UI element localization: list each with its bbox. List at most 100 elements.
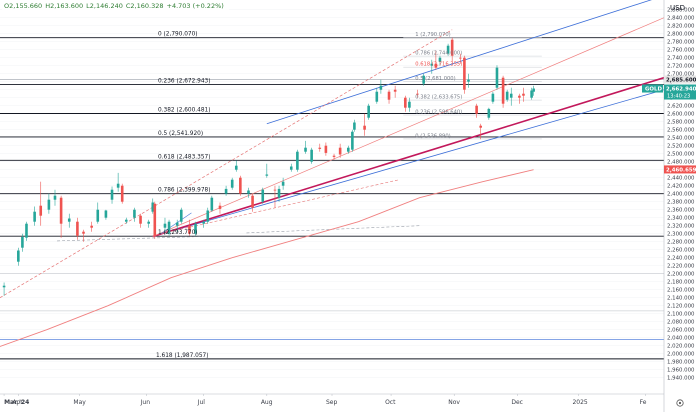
candle-body xyxy=(53,195,57,200)
y-tick-label: 2,820.000 xyxy=(667,24,695,30)
candle-body xyxy=(332,155,336,157)
candle-body xyxy=(310,149,313,162)
candle-body xyxy=(304,147,307,152)
candle-body xyxy=(501,77,505,104)
candle-body xyxy=(67,218,71,222)
candle-body xyxy=(296,151,299,170)
candle-body xyxy=(522,93,525,96)
candle-body xyxy=(505,91,509,100)
x-tick-label: May xyxy=(73,399,86,406)
candle-body xyxy=(21,236,24,248)
y-tick-label: 2,240.000 xyxy=(667,256,695,262)
fib-level-label: 0.236 (2,672.943) xyxy=(158,79,210,85)
candle-body xyxy=(167,221,171,234)
dashed-trend-line xyxy=(0,29,453,299)
candle-body xyxy=(422,75,425,84)
candle-body xyxy=(518,95,521,98)
candle-body xyxy=(379,85,383,90)
candle-body xyxy=(224,188,228,194)
candle-body xyxy=(104,210,108,218)
price-tag-text: 2,460.659 xyxy=(666,167,696,173)
candle-body xyxy=(491,93,495,102)
inner-fib-label: 0.618 (2,716.355) xyxy=(415,62,462,68)
candle-body xyxy=(133,209,136,218)
y-tick-label: 1,940.000 xyxy=(667,376,695,382)
candle-body xyxy=(346,147,350,152)
dashed-trend-line xyxy=(160,179,400,234)
settings-icon[interactable] xyxy=(676,399,684,407)
candles[interactable] xyxy=(2,37,535,296)
fib-level-label: 0.618 (2,483.357) xyxy=(158,154,210,160)
y-tick-label: 2,720.000 xyxy=(667,64,695,70)
candle-body xyxy=(463,57,466,90)
fib-level-label: 1 (2,293.770) xyxy=(158,230,198,236)
currency-label[interactable]: USD xyxy=(670,4,685,12)
inner-fib-label: 0.786 (2,744.000) xyxy=(415,51,462,57)
candle-body xyxy=(110,189,114,200)
symbol-tag-text: GOLD xyxy=(645,87,662,93)
y-tick-label: 2,540.000 xyxy=(667,136,695,142)
ohlc-low: L2,146.240 xyxy=(86,2,123,10)
candle-body xyxy=(408,101,411,108)
price-axis[interactable]: 1,940.000 1,960.000 1,980.000 2,000.000 2,02… xyxy=(667,8,695,382)
candle-body xyxy=(532,88,535,92)
candle-body xyxy=(277,188,281,198)
candle-body xyxy=(387,91,391,100)
y-tick-label: 2,200.000 xyxy=(667,272,695,278)
y-tick-label: 2,440.000 xyxy=(667,176,695,182)
candle-body xyxy=(324,145,328,153)
candle-body xyxy=(239,177,242,194)
candle-body xyxy=(234,165,238,170)
candle-body xyxy=(39,205,43,216)
candle-body xyxy=(404,97,407,108)
candle-body xyxy=(495,67,499,88)
candle-body xyxy=(459,57,462,59)
candle-body xyxy=(153,203,157,236)
candle-body xyxy=(218,205,222,209)
y-tick-label: 2,320.000 xyxy=(667,224,695,230)
x-tick-label: Dec xyxy=(511,399,523,406)
y-tick-label: 2,860.000 xyxy=(667,8,695,14)
y-tick-label: 2,140.000 xyxy=(667,296,695,302)
candle-body xyxy=(17,250,20,262)
y-tick-label: 2,000.000 xyxy=(667,352,695,358)
candle-body xyxy=(446,45,450,54)
price-tag-text: 2,685.600 xyxy=(666,77,696,83)
dashed-base-line xyxy=(57,236,202,242)
x-tick-label: Sep xyxy=(326,399,338,406)
fib-level-label: 1.618 (1,987.057) xyxy=(156,353,208,359)
trend-support-line xyxy=(152,76,665,238)
candle-body xyxy=(450,39,454,56)
candle-body xyxy=(487,108,491,118)
ohlc-change: +4.703 (+0.22%) xyxy=(166,2,224,10)
y-tick-label: 2,580.000 xyxy=(667,120,695,126)
y-tick-label: 1,980.000 xyxy=(667,360,695,366)
y-tick-label: 1,960.000 xyxy=(667,368,695,374)
inner-fib-label: 0.236 (2,596.640) xyxy=(415,110,462,116)
y-tick-label: 2,180.000 xyxy=(667,280,695,286)
price-tag-timer: 13:40:23 xyxy=(667,94,690,100)
candle-body xyxy=(273,189,277,191)
ohlc-close: C2,160.328 xyxy=(125,2,164,10)
x-tick-label: Apr xyxy=(12,399,23,406)
x-tick-label: Nov xyxy=(448,399,460,406)
ohlc-open: O2,155.660 xyxy=(4,2,43,10)
candle-body xyxy=(251,195,254,208)
price-tag-box xyxy=(664,165,696,174)
trend-lines xyxy=(0,0,665,347)
candle-body xyxy=(261,189,265,202)
y-tick-label: 2,280.000 xyxy=(667,240,695,246)
y-tick-label: 2,380.000 xyxy=(667,200,695,206)
candle-body xyxy=(367,105,370,118)
level-labels: 0 (2,790.070) 0.236 (2,672.943) 0.382 (2,6… xyxy=(156,32,462,359)
candle-body xyxy=(139,215,142,224)
y-tick-label: 2,700.000 xyxy=(667,72,695,78)
candle-body xyxy=(82,231,85,234)
y-tick-label: 2,160.000 xyxy=(667,288,695,294)
y-tick-label: 2,520.000 xyxy=(667,144,695,150)
